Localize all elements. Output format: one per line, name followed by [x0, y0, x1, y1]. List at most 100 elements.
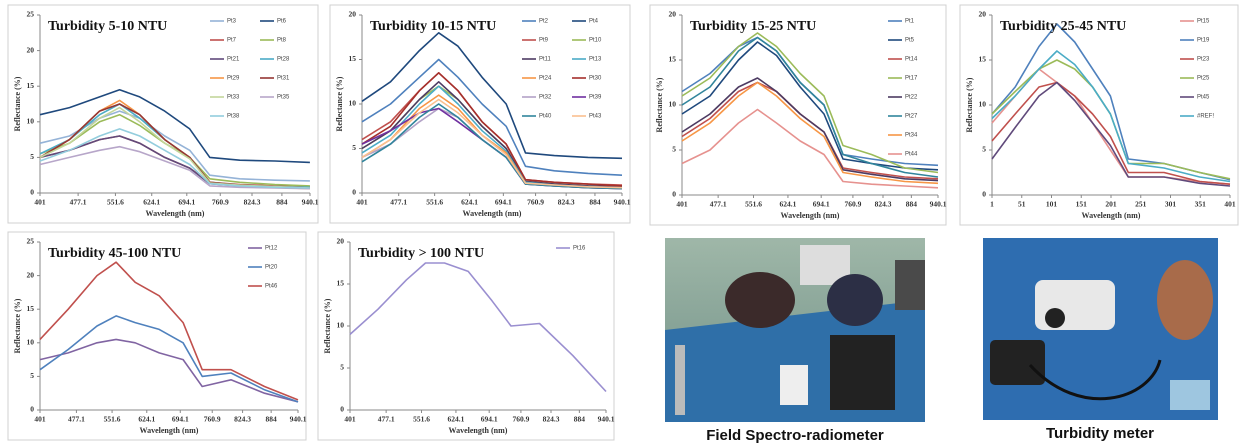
y-tick-label: 10	[337, 321, 345, 330]
x-tick-label: 824.3	[244, 198, 261, 207]
x-tick-label: 477.1	[68, 415, 85, 424]
x-tick-label: 401	[34, 198, 46, 207]
chart-title: Turbidity > 100 NTU	[358, 246, 484, 261]
x-tick-label: 201	[1105, 200, 1117, 209]
y-tick-label: 0	[352, 188, 356, 197]
x-tick-label: 477.1	[390, 198, 407, 207]
x-tick-label: 760.9	[204, 415, 221, 424]
chart-border	[649, 4, 947, 226]
bottle	[1170, 380, 1210, 410]
series-line	[39, 338, 299, 403]
chart: 0 5 10 15 20 401 477.1 551.6 624.1 694.1 760.9 824.…	[317, 231, 615, 441]
series-line	[681, 41, 939, 171]
series-line	[39, 145, 310, 190]
legend-label: Pt17	[905, 76, 918, 82]
legend-label: Pt38	[227, 114, 240, 120]
chart: 0 5 10 15 20 401 477.1 551.6 624.1 694.1 760.9 824.…	[649, 4, 947, 226]
y-tick-label: 20	[27, 270, 35, 279]
legend-label: Pt46	[265, 284, 278, 290]
x-tick-label: 301	[1165, 200, 1177, 209]
legend-label: Pt44	[905, 152, 918, 158]
chart-title: Turbidity 45-100 NTU	[48, 246, 181, 261]
x-tick-label: 401	[676, 200, 688, 209]
x-tick-label: 477.1	[378, 415, 395, 424]
x-tick-label: 551.6	[413, 415, 430, 424]
series-line	[361, 58, 623, 176]
x-tick-label: 351	[1195, 200, 1207, 209]
y-tick-label: 5	[352, 143, 356, 152]
legend-label: Pt33	[227, 95, 240, 101]
x-tick-label: 151	[1076, 200, 1088, 209]
series-line	[681, 81, 939, 185]
x-tick-label: 101	[1046, 200, 1058, 209]
y-tick-label: 10	[979, 100, 987, 109]
x-tick-label: 624.1	[143, 198, 160, 207]
legend-label: Pt27	[905, 114, 918, 120]
y-tick-label: 5	[30, 371, 34, 380]
meter-case	[990, 340, 1045, 385]
y-tick-label: 10	[349, 99, 357, 108]
x-tick-label: 477.1	[710, 200, 727, 209]
legend-label: Pt21	[227, 57, 240, 63]
series-line	[39, 89, 310, 164]
x-tick-label: 551.6	[426, 198, 443, 207]
legend-label: Pt14	[905, 57, 918, 63]
photo-caption: Field Spectro-radiometer	[706, 427, 884, 444]
x-tick-label: 624.1	[780, 200, 797, 209]
legend-label: Pt32	[539, 95, 552, 101]
chart-border	[7, 4, 319, 224]
person	[827, 274, 883, 326]
legend-label: Pt4	[589, 19, 599, 25]
legend-label: Pt20	[265, 265, 278, 271]
y-tick-label: 20	[349, 10, 357, 19]
x-axis-label: Wavelength (nm)	[140, 426, 199, 435]
x-tick-label: 551.6	[745, 200, 762, 209]
legend-label: Pt22	[905, 95, 918, 101]
x-tick-label: 760.9	[844, 200, 861, 209]
y-tick-label: 10	[27, 338, 35, 347]
y-tick-label: 25	[27, 10, 35, 19]
legend-label: Pt29	[227, 76, 240, 82]
chart: 0 5 10 15 20 401 477.1 551.6 624.1 694.1 760.9 824.…	[329, 4, 631, 224]
photo-turbidity-meter	[983, 238, 1218, 420]
chart-border	[7, 231, 307, 441]
y-tick-label: 15	[27, 304, 35, 313]
chart-title: Turbidity 5-10 NTU	[48, 19, 167, 34]
x-axis-label: Wavelength (nm)	[781, 211, 840, 220]
x-tick-label: 940.1	[598, 415, 615, 424]
x-tick-label: 760.9	[212, 198, 229, 207]
y-tick-label: 5	[672, 145, 676, 154]
series-line	[39, 315, 299, 403]
legend-label: Pt3	[227, 19, 237, 25]
y-tick-label: 10	[669, 100, 677, 109]
y-tick-label: 25	[27, 237, 35, 246]
x-tick-label: 401	[34, 415, 46, 424]
x-tick-label: 824.3	[875, 200, 892, 209]
legend-label: Pt11	[539, 57, 552, 63]
x-tick-label: 940.1	[614, 198, 631, 207]
legend-label: Pt5	[905, 38, 915, 44]
x-tick-label: 694.1	[178, 198, 195, 207]
legend-label: Pt1	[905, 19, 915, 25]
legend-label: Pt23	[1197, 57, 1210, 63]
chart-title: Turbidity 10-15 NTU	[370, 19, 496, 34]
legend-label: Pt7	[227, 38, 237, 44]
legend-label: #REF!	[1197, 114, 1214, 120]
legend-label: Pt6	[277, 19, 287, 25]
person	[725, 272, 795, 328]
x-tick-label: 884	[266, 415, 278, 424]
probe	[675, 345, 685, 415]
y-tick-label: 0	[30, 188, 34, 197]
y-tick-label: 15	[669, 55, 677, 64]
series-line	[361, 81, 623, 188]
legend-label: Pt34	[905, 133, 918, 139]
y-tick-label: 20	[337, 237, 345, 246]
x-tick-label: 694.1	[495, 198, 512, 207]
legend-label: Pt10	[589, 38, 602, 44]
chart-title: Turbidity 15-25 NTU	[690, 19, 816, 34]
x-tick-label: 940.1	[290, 415, 307, 424]
legend-label: Pt30	[589, 76, 602, 82]
legend-label: Pt19	[1197, 38, 1210, 44]
